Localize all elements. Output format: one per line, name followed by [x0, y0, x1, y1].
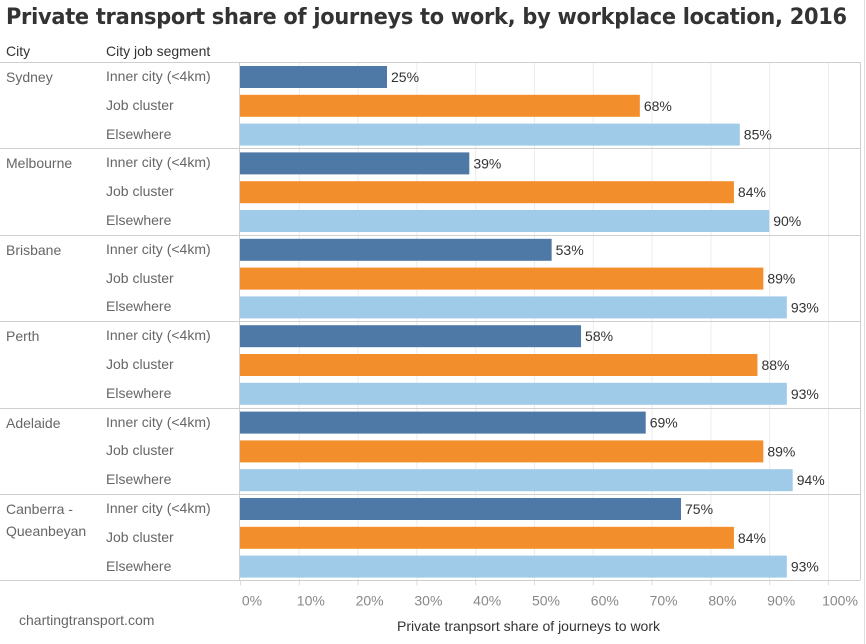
bar: [240, 267, 764, 290]
city-label: Adelaide: [6, 414, 61, 431]
x-axis-title: Private tranpsort share of journeys to w…: [397, 618, 661, 634]
column-header-segment: City job segment: [106, 43, 211, 59]
x-tick-label: 40%: [473, 592, 501, 608]
bar-value-label: 93%: [791, 559, 819, 575]
city-label: Perth: [6, 328, 40, 345]
segment-label: Inner city (<4km): [106, 154, 211, 171]
bar-value-label: 58%: [585, 328, 613, 344]
x-tick-label: 10%: [297, 592, 325, 608]
bar-value-label: 93%: [791, 299, 819, 315]
bar: [240, 325, 582, 348]
bar: [240, 66, 387, 88]
city-label: Canberra - Queanbeyan: [6, 501, 87, 539]
bar-value-label: 84%: [738, 530, 766, 546]
bar: [240, 354, 758, 376]
segment-label: Elsewhere: [106, 298, 172, 315]
segment-label: Job cluster: [106, 356, 174, 372]
bar: [240, 526, 734, 549]
bar: [240, 123, 740, 146]
segment-label: Job cluster: [106, 269, 174, 286]
bar-value-label: 94%: [797, 472, 825, 488]
bar: [240, 555, 787, 578]
bar-value-label: 68%: [644, 98, 672, 114]
bar-value-label: 39%: [473, 155, 501, 171]
bar-value-label: 89%: [767, 271, 795, 287]
bar-value-label: 75%: [685, 501, 713, 517]
x-tick-label: 100%: [822, 592, 858, 608]
x-tick-label: 20%: [356, 592, 384, 608]
bar-value-label: 89%: [767, 443, 795, 459]
segment-label: Job cluster: [106, 183, 174, 200]
bar: [240, 152, 470, 175]
bar-value-label: 93%: [791, 386, 819, 402]
bar: [240, 210, 770, 232]
bar-value-label: 84%: [738, 184, 766, 200]
bar: [240, 469, 793, 492]
chart-title: Private transport share of journeys to w…: [6, 4, 847, 30]
segment-label: Inner city (<4km): [106, 413, 211, 430]
segment-label: Job cluster: [106, 96, 174, 113]
bar: [240, 440, 764, 463]
x-tick-label: 70%: [650, 592, 678, 608]
x-tick-label: 60%: [591, 592, 619, 608]
segment-label: Inner city (<4km): [106, 327, 211, 344]
segment-label: Elsewhere: [106, 212, 172, 228]
bar-value-label: 25%: [391, 69, 419, 85]
city-label: Melbourne: [6, 155, 73, 172]
segment-label: Inner city (<4km): [106, 240, 211, 257]
bar: [240, 296, 787, 319]
segment-label: Elsewhere: [106, 471, 172, 488]
segment-label: Elsewhere: [106, 125, 172, 142]
city-label: Brisbane: [6, 241, 62, 258]
segment-label: Job cluster: [106, 442, 174, 459]
bar: [240, 181, 734, 204]
bar: [240, 94, 640, 117]
bar: [240, 498, 681, 520]
x-tick-label: 80%: [708, 592, 736, 608]
bar-value-label: 53%: [556, 242, 584, 258]
city-label: Sydney: [6, 69, 53, 85]
bar-value-label: 85%: [744, 127, 772, 143]
x-tick-label: 90%: [767, 592, 795, 608]
segment-label: Inner city (<4km): [106, 68, 211, 84]
column-header-city: City: [6, 43, 31, 59]
x-tick-label: 50%: [532, 592, 560, 608]
x-tick-label: 0%: [242, 592, 262, 608]
right-separator: [864, 0, 865, 644]
bar: [240, 238, 552, 261]
x-tick-label: 30%: [414, 592, 442, 608]
bar: [240, 411, 646, 434]
segment-label: Inner city (<4km): [106, 500, 211, 516]
bar: [240, 382, 787, 405]
segment-label: Job cluster: [106, 528, 174, 545]
bar-value-label: 69%: [650, 415, 678, 431]
source-credit: chartingtransport.com: [19, 612, 155, 628]
segment-label: Elsewhere: [106, 557, 172, 574]
bar-value-label: 88%: [761, 357, 789, 373]
bar-value-label: 90%: [773, 213, 801, 229]
segment-label: Elsewhere: [106, 384, 172, 401]
